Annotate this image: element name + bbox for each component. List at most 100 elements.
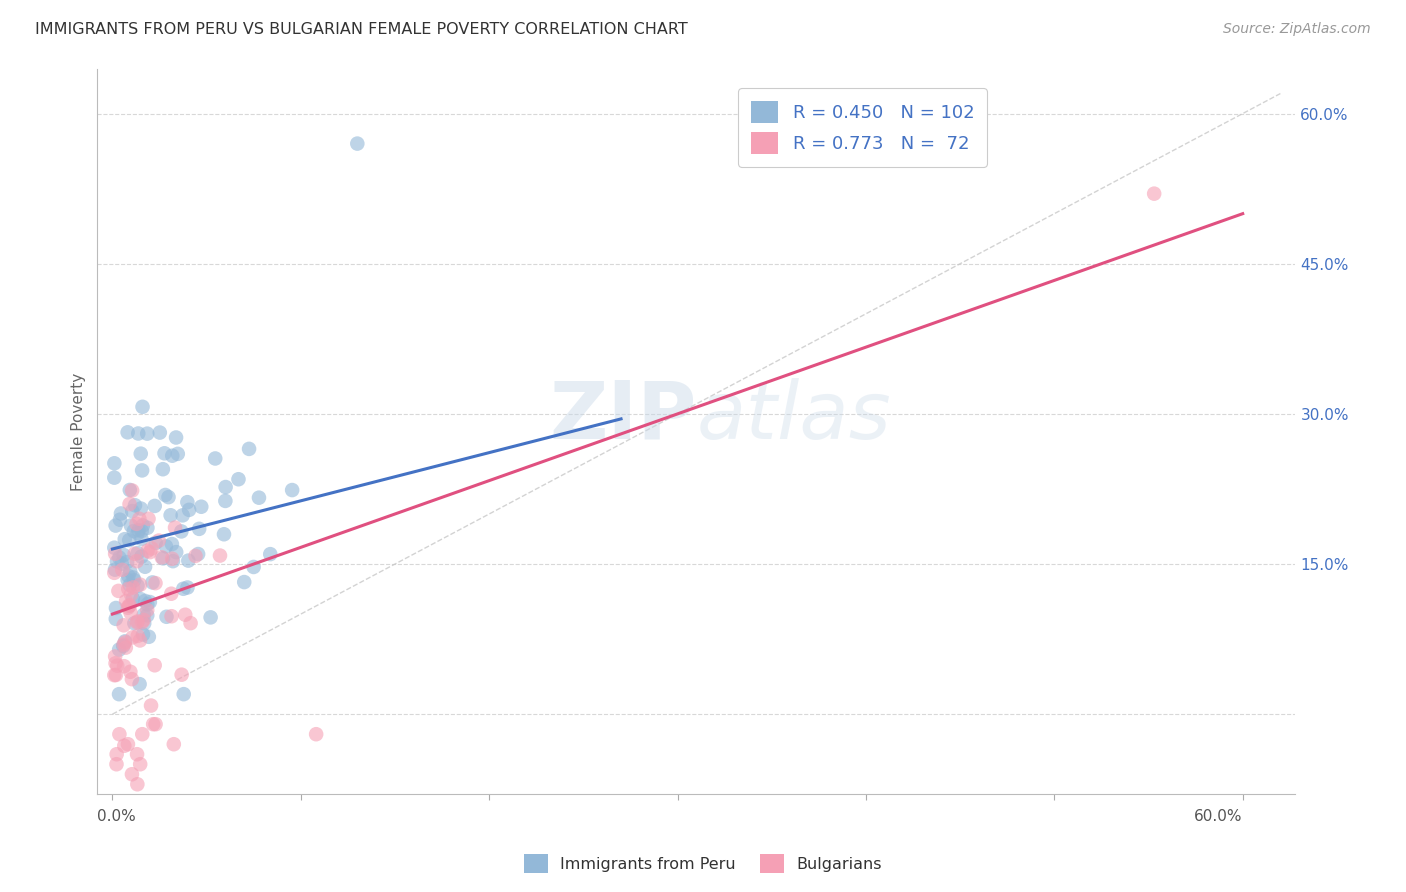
Point [136,426,159,441]
Point [103,566,125,580]
Point [111,557,134,571]
Point [172,582,194,596]
Point [145,536,167,550]
Point [176,581,198,595]
Point [105,757,128,772]
Point [112,548,135,562]
Point [122,573,145,587]
Point [127,546,149,560]
Point [118,599,141,613]
Point [212,527,235,541]
Point [121,504,143,518]
Point [162,449,184,463]
Point [122,570,145,584]
Point [108,687,131,701]
Point [129,577,152,591]
Point [173,687,195,701]
Point [132,627,155,641]
Point [138,630,160,644]
Point [131,463,153,477]
Point [166,447,188,461]
Point [204,451,226,466]
Point [208,549,231,563]
Point [121,672,143,686]
Point [136,521,159,535]
Point [127,615,149,629]
Point [142,717,165,731]
Point [139,698,162,713]
Point [108,642,131,657]
Point [103,456,125,470]
Point [180,616,202,631]
Point [104,649,127,664]
Point [132,613,155,627]
Point [160,537,183,551]
Point [118,533,141,548]
Point [122,524,145,538]
Point [118,578,141,592]
Point [125,516,148,531]
Point [125,554,148,568]
Point [136,603,159,617]
Legend: R = 0.450   N = 102, R = 0.773   N =  72: R = 0.450 N = 102, R = 0.773 N = 72 [738,88,987,167]
Point [104,563,127,577]
Point [153,446,176,460]
Text: ZIP: ZIP [550,378,696,456]
Point [259,547,281,561]
Text: 0.0%: 0.0% [97,809,136,824]
Point [120,565,142,579]
Text: IMMIGRANTS FROM PERU VS BULGARIAN FEMALE POVERTY CORRELATION CHART: IMMIGRANTS FROM PERU VS BULGARIAN FEMALE… [35,22,688,37]
Point [346,136,368,151]
Point [134,559,156,574]
Point [170,667,193,681]
Point [107,583,129,598]
Point [118,599,141,613]
Point [121,631,143,645]
Point [117,425,139,440]
Point [1143,186,1166,201]
Point [129,592,152,607]
Point [104,518,127,533]
Point [305,727,328,741]
Point [134,594,156,608]
Point [187,547,209,561]
Point [134,616,156,631]
Legend: Immigrants from Peru, Bulgarians: Immigrants from Peru, Bulgarians [517,847,889,880]
Point [150,550,173,565]
Point [114,532,136,546]
Point [129,447,152,461]
Point [122,591,145,606]
Point [121,483,143,498]
Point [132,518,155,533]
Point [131,532,153,546]
Point [190,500,212,514]
Point [124,616,146,631]
Point [141,541,163,556]
Point [111,563,134,577]
Point [131,400,153,414]
Point [149,425,172,440]
Point [104,601,127,615]
Point [118,483,141,497]
Text: atlas: atlas [696,378,891,456]
Point [228,472,250,486]
Point [112,618,135,632]
Point [184,549,207,563]
Point [114,640,136,655]
Point [103,668,125,682]
Point [170,524,193,539]
Point [118,497,141,511]
Point [136,598,159,612]
Point [152,551,174,566]
Point [160,551,183,566]
Point [160,609,183,624]
Point [117,600,139,615]
Point [145,717,167,731]
Point [152,462,174,476]
Point [104,547,127,561]
Point [139,595,162,609]
Point [103,541,125,555]
Point [136,608,159,623]
Point [129,757,152,772]
Point [124,547,146,561]
